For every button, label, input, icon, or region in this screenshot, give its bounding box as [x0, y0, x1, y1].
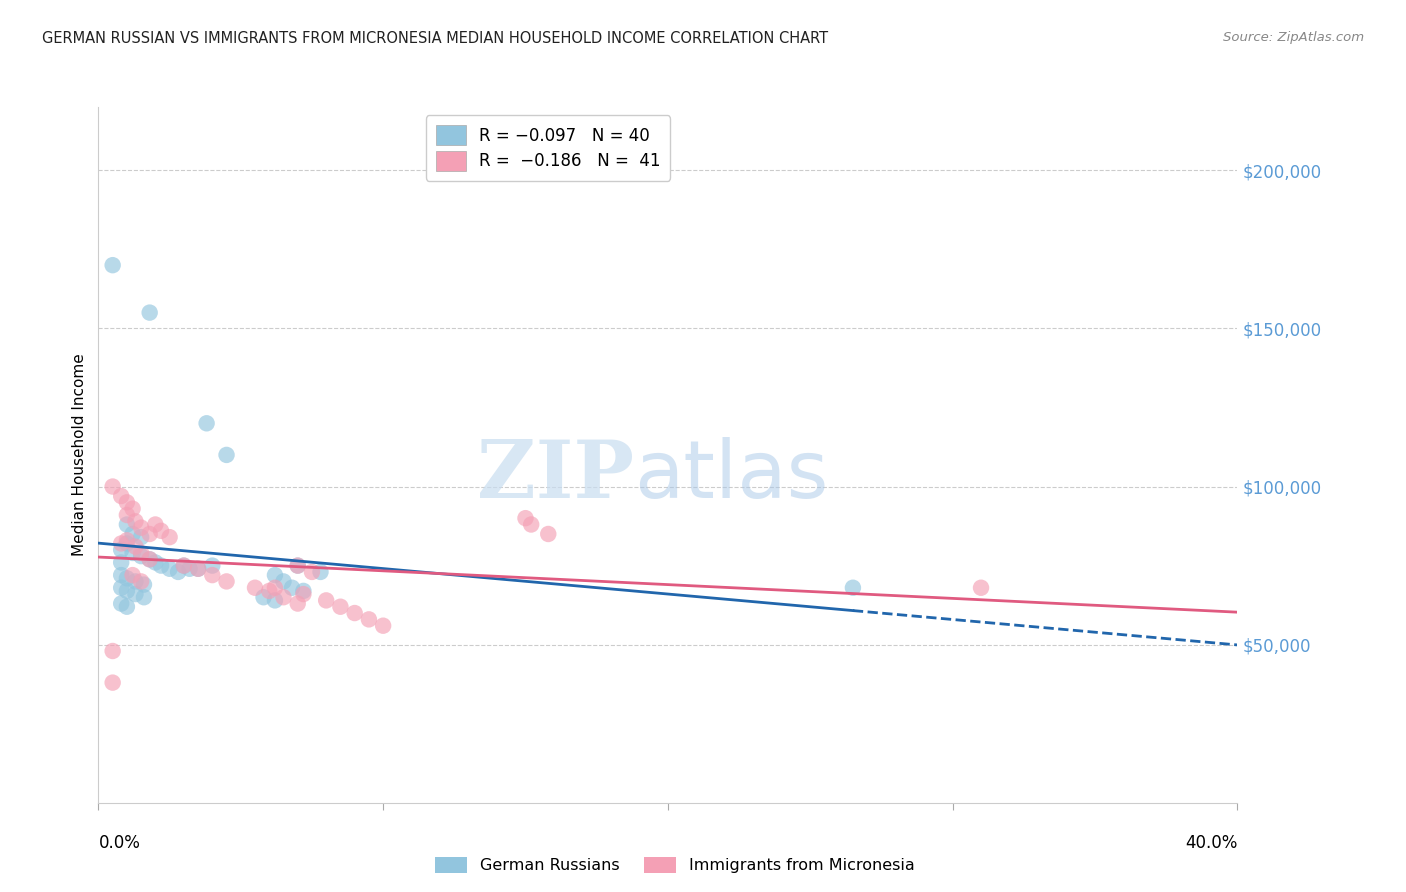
Point [309, 565, 332, 579]
Point [159, 530, 181, 544]
Point [124, 540, 146, 554]
Point [121, 501, 143, 516]
Point [201, 568, 224, 582]
Point [357, 612, 380, 626]
Point [124, 514, 146, 528]
Point [110, 536, 132, 550]
Point [150, 524, 173, 538]
Point [115, 517, 138, 532]
Point [138, 527, 160, 541]
Point [138, 552, 160, 566]
Point [842, 581, 865, 595]
Point [110, 568, 132, 582]
Point [281, 581, 304, 595]
Point [115, 583, 138, 598]
Point [329, 599, 352, 614]
Point [173, 558, 195, 573]
Point [315, 593, 337, 607]
Point [150, 558, 173, 573]
Point [129, 546, 152, 560]
Point [215, 574, 238, 589]
Point [132, 591, 155, 605]
Point [179, 562, 201, 576]
Point [110, 597, 132, 611]
Point [101, 644, 124, 658]
Point [515, 511, 537, 525]
Point [129, 521, 152, 535]
Point [115, 508, 138, 522]
Point [520, 517, 543, 532]
Point [537, 527, 560, 541]
Point [292, 587, 315, 601]
Point [145, 556, 167, 570]
Point [101, 675, 124, 690]
Point [287, 597, 309, 611]
Point [132, 577, 155, 591]
Point [287, 558, 309, 573]
Point [138, 305, 160, 319]
Point [264, 568, 287, 582]
Point [145, 517, 167, 532]
Point [215, 448, 238, 462]
Point [124, 574, 146, 589]
Point [101, 479, 124, 493]
Text: GERMAN RUSSIAN VS IMMIGRANTS FROM MICRONESIA MEDIAN HOUSEHOLD INCOME CORRELATION: GERMAN RUSSIAN VS IMMIGRANTS FROM MICRON… [42, 31, 828, 46]
Text: 0.0%: 0.0% [98, 834, 141, 852]
Point [264, 593, 287, 607]
Point [187, 562, 209, 576]
Point [373, 618, 395, 632]
Point [115, 533, 138, 548]
Point [301, 565, 323, 579]
Point [129, 549, 152, 563]
Point [292, 583, 315, 598]
Point [115, 495, 138, 509]
Point [167, 565, 190, 579]
Text: 40.0%: 40.0% [1185, 834, 1237, 852]
Text: ZIP: ZIP [477, 437, 634, 515]
Point [101, 258, 124, 272]
Text: atlas: atlas [634, 437, 828, 515]
Point [273, 591, 295, 605]
Point [259, 583, 281, 598]
Point [264, 581, 287, 595]
Y-axis label: Median Household Income: Median Household Income [72, 353, 87, 557]
Point [201, 558, 224, 573]
Point [159, 562, 181, 576]
Legend: R = −0.097   N = 40, R =  −0.186   N =  41: R = −0.097 N = 40, R = −0.186 N = 41 [426, 115, 671, 180]
Point [187, 562, 209, 576]
Point [287, 558, 309, 573]
Point [252, 591, 274, 605]
Point [115, 571, 138, 585]
Point [970, 581, 993, 595]
Point [243, 581, 266, 595]
Point [121, 568, 143, 582]
Point [121, 546, 143, 560]
Point [110, 556, 132, 570]
Point [195, 417, 218, 431]
Point [129, 530, 152, 544]
Point [173, 558, 195, 573]
Point [115, 599, 138, 614]
Point [121, 527, 143, 541]
Point [129, 574, 152, 589]
Legend: German Russians, Immigrants from Micronesia: German Russians, Immigrants from Microne… [429, 850, 921, 880]
Point [110, 542, 132, 557]
Point [273, 574, 295, 589]
Point [138, 552, 160, 566]
Text: Source: ZipAtlas.com: Source: ZipAtlas.com [1223, 31, 1364, 45]
Point [110, 581, 132, 595]
Point [124, 587, 146, 601]
Point [343, 606, 366, 620]
Point [115, 536, 138, 550]
Point [110, 489, 132, 503]
